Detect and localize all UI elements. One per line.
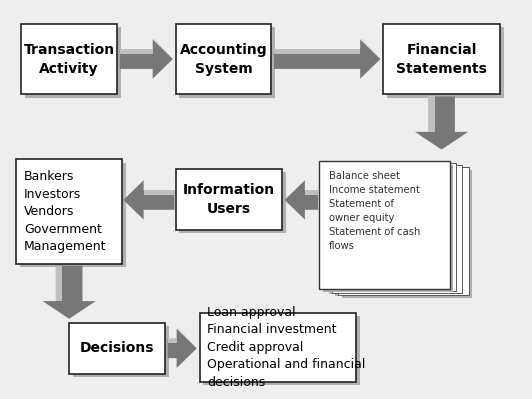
Polygon shape — [43, 266, 96, 319]
Polygon shape — [153, 40, 170, 56]
FancyBboxPatch shape — [200, 313, 356, 382]
FancyBboxPatch shape — [69, 323, 165, 374]
Polygon shape — [274, 49, 360, 54]
Polygon shape — [120, 49, 153, 54]
FancyBboxPatch shape — [179, 172, 286, 233]
Text: Financial
Statements: Financial Statements — [396, 43, 487, 75]
Polygon shape — [168, 329, 197, 368]
Polygon shape — [120, 40, 173, 79]
FancyBboxPatch shape — [338, 167, 469, 295]
FancyBboxPatch shape — [73, 326, 169, 377]
Polygon shape — [360, 40, 378, 56]
FancyBboxPatch shape — [176, 24, 271, 95]
Text: Bankers
Investors
Vendors
Government
Management: Bankers Investors Vendors Government Man… — [24, 170, 106, 253]
Polygon shape — [123, 180, 174, 219]
Polygon shape — [56, 266, 62, 301]
FancyBboxPatch shape — [179, 27, 275, 98]
Polygon shape — [285, 180, 318, 219]
Text: Loan approval
Financial investment
Credit approval
Operational and financial
dec: Loan approval Financial investment Credi… — [207, 306, 366, 389]
Polygon shape — [177, 329, 194, 345]
Polygon shape — [428, 97, 435, 132]
FancyBboxPatch shape — [323, 164, 453, 292]
FancyBboxPatch shape — [16, 160, 122, 264]
FancyBboxPatch shape — [335, 168, 466, 296]
Polygon shape — [305, 190, 318, 195]
FancyBboxPatch shape — [319, 161, 450, 289]
FancyBboxPatch shape — [332, 165, 462, 293]
FancyBboxPatch shape — [176, 169, 282, 230]
Polygon shape — [168, 338, 177, 343]
Polygon shape — [274, 40, 380, 79]
FancyBboxPatch shape — [21, 24, 117, 95]
FancyBboxPatch shape — [20, 162, 126, 267]
FancyBboxPatch shape — [326, 163, 456, 291]
Polygon shape — [144, 190, 174, 195]
FancyBboxPatch shape — [25, 27, 121, 98]
Text: Accounting
System: Accounting System — [180, 43, 267, 75]
FancyBboxPatch shape — [342, 170, 472, 298]
Text: Information
Users: Information Users — [182, 183, 275, 216]
Text: Decisions: Decisions — [80, 341, 154, 356]
Text: Balance sheet
Income statement
Statement of
owner equity
Statement of cash
flows: Balance sheet Income statement Statement… — [329, 171, 420, 251]
FancyBboxPatch shape — [203, 316, 360, 385]
Text: Transaction
Activity: Transaction Activity — [23, 43, 115, 75]
FancyBboxPatch shape — [387, 27, 504, 98]
FancyBboxPatch shape — [383, 24, 500, 95]
Polygon shape — [415, 97, 468, 150]
FancyBboxPatch shape — [329, 166, 459, 294]
